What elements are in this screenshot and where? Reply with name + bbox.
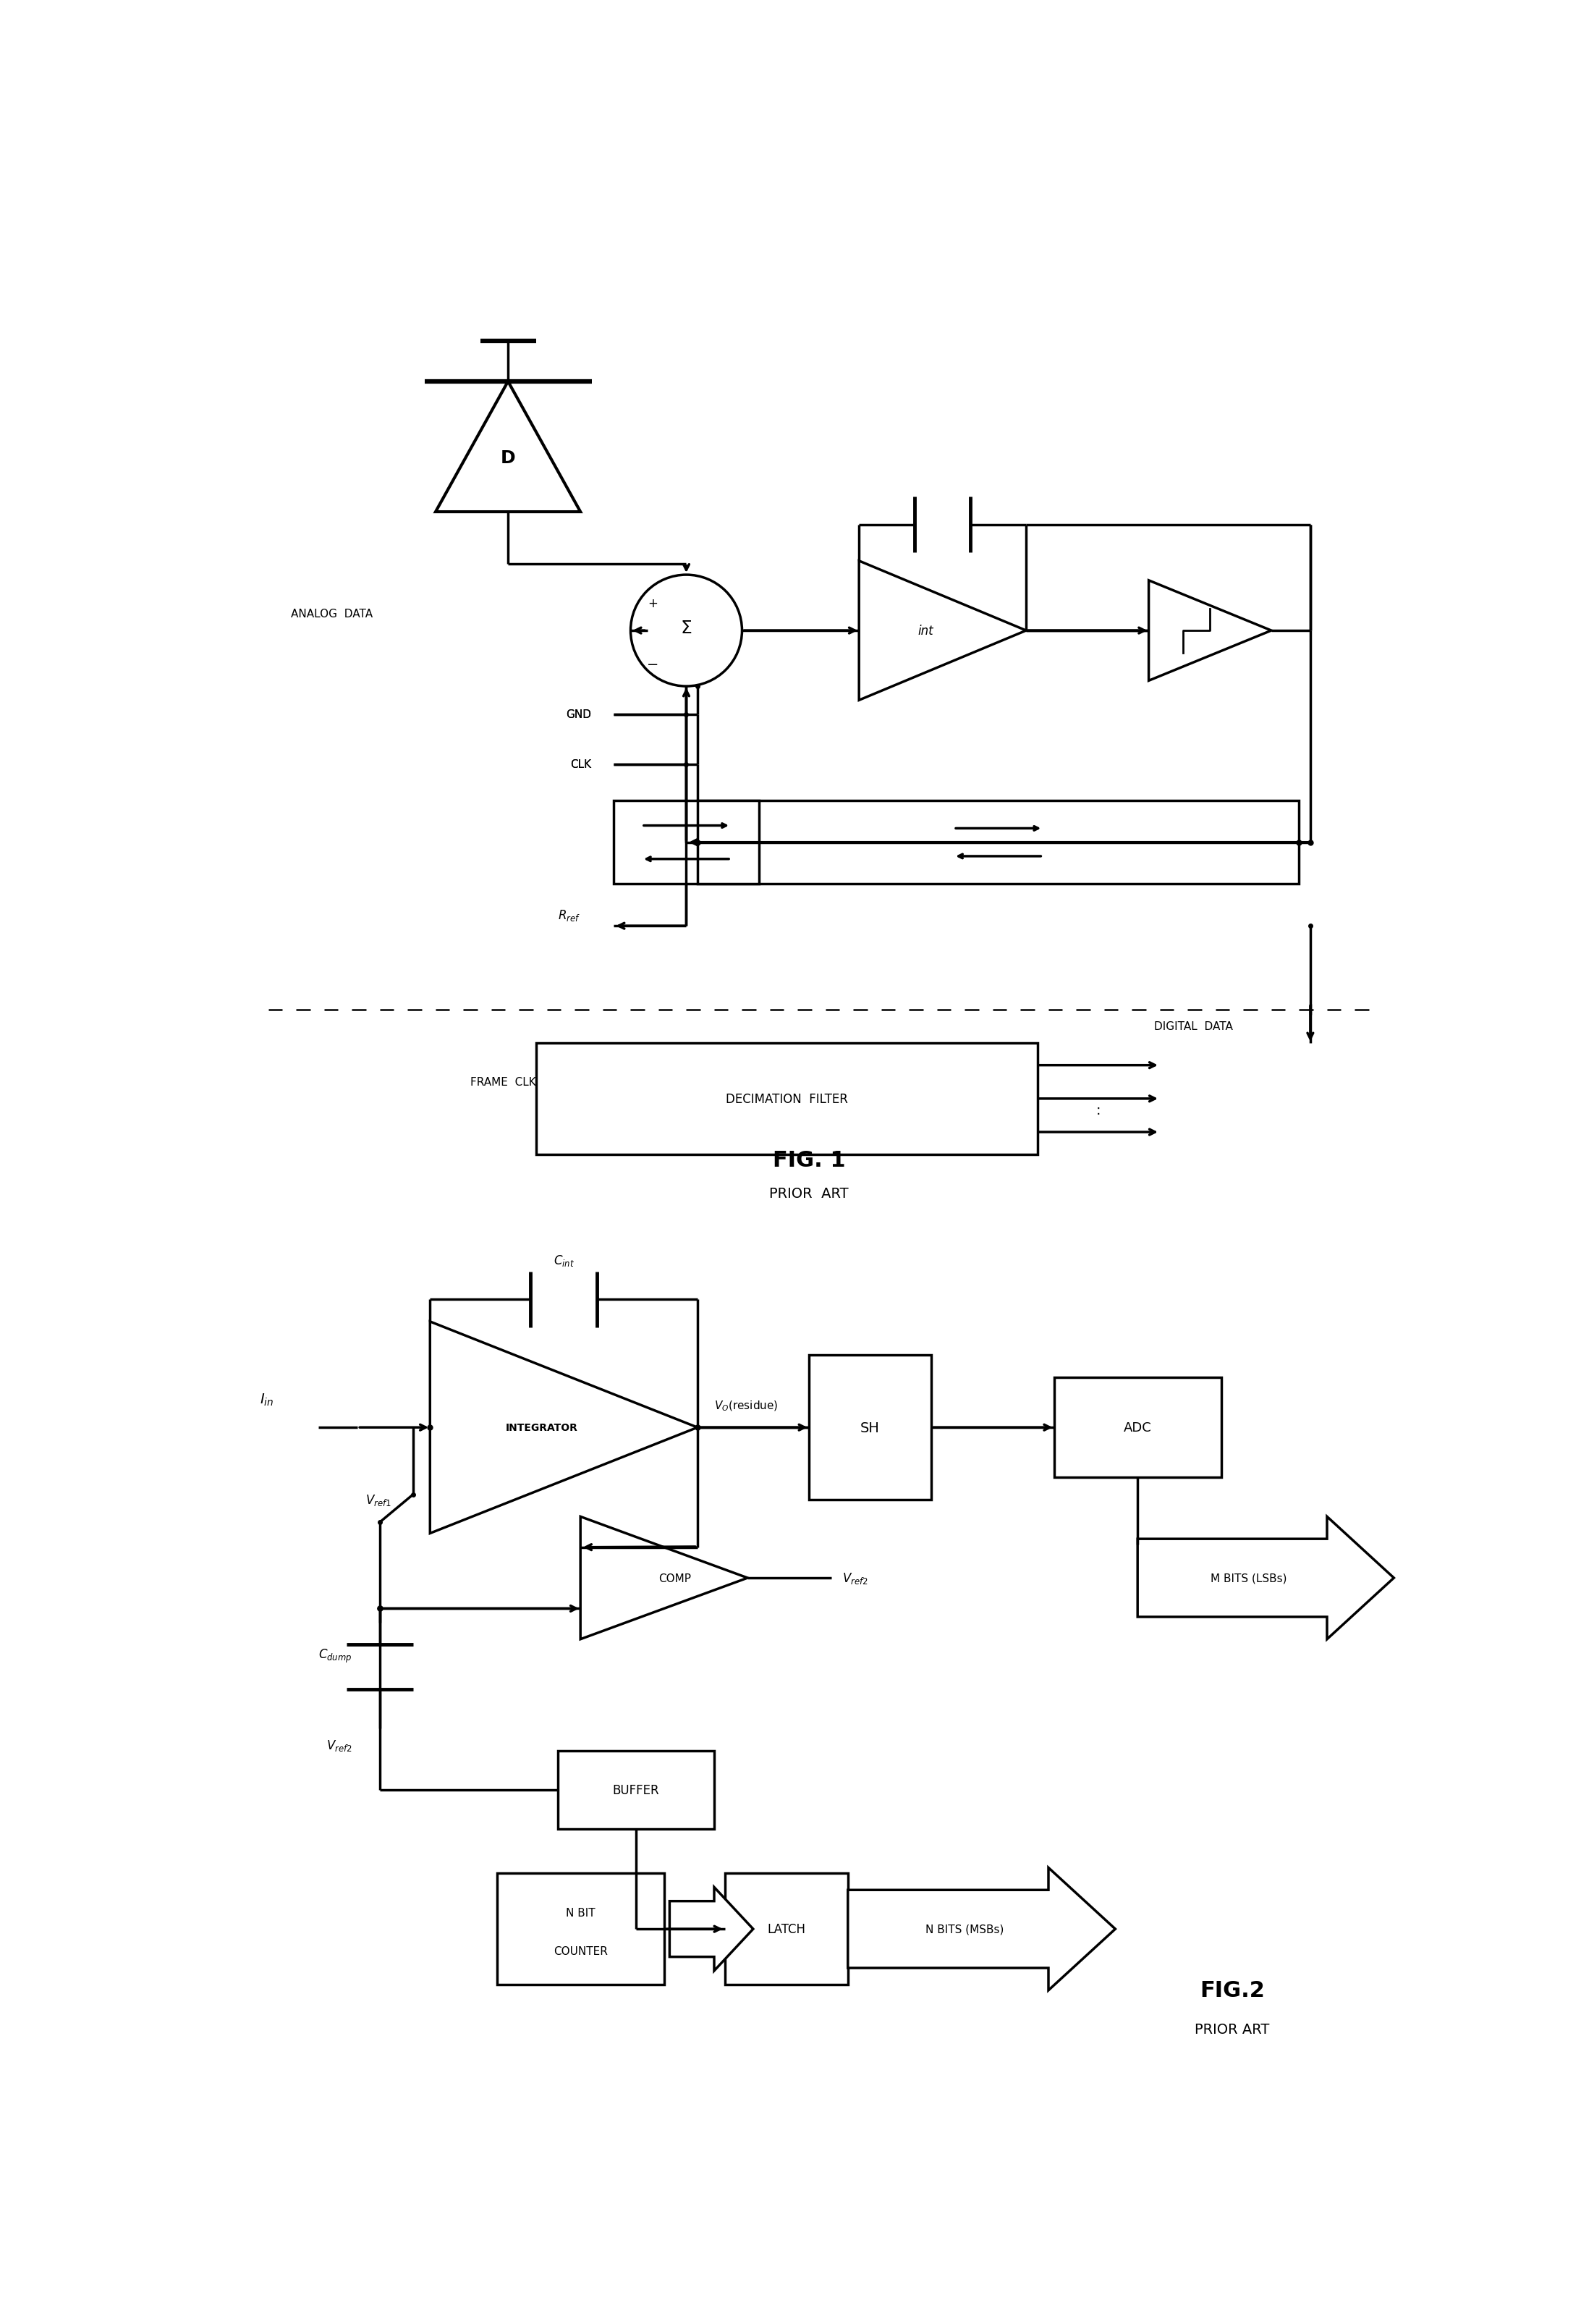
Text: $V_{ref2}$: $V_{ref2}$ xyxy=(326,1738,353,1752)
Text: FIG. 1: FIG. 1 xyxy=(773,1150,846,1171)
Bar xyxy=(809,1355,931,1499)
Text: SH: SH xyxy=(860,1420,881,1434)
Text: PRIOR ART: PRIOR ART xyxy=(1195,2022,1270,2036)
Text: int: int xyxy=(919,625,934,637)
Polygon shape xyxy=(670,1887,753,1971)
Text: COMP: COMP xyxy=(659,1573,691,1583)
Text: $I_{in}$: $I_{in}$ xyxy=(259,1392,274,1408)
Polygon shape xyxy=(847,1868,1115,1989)
Text: −: − xyxy=(647,658,659,672)
Text: $V_{ref2}$: $V_{ref2}$ xyxy=(843,1571,868,1585)
Text: ADC: ADC xyxy=(1124,1422,1151,1434)
Text: M BITS (LSBs): M BITS (LSBs) xyxy=(1211,1573,1287,1583)
Polygon shape xyxy=(430,1322,697,1534)
Text: DIGITAL  DATA: DIGITAL DATA xyxy=(1154,1020,1233,1032)
Text: FRAME  CLK: FRAME CLK xyxy=(470,1076,536,1088)
Bar xyxy=(536,1043,1037,1155)
Text: $\Sigma$: $\Sigma$ xyxy=(680,621,692,637)
Text: D: D xyxy=(501,449,515,467)
Bar xyxy=(1055,1378,1221,1478)
Text: $V_O$(residue): $V_O$(residue) xyxy=(715,1399,778,1413)
Text: $C_{dump}$: $C_{dump}$ xyxy=(318,1648,353,1664)
Text: :: : xyxy=(1096,1104,1100,1118)
Polygon shape xyxy=(1138,1518,1394,1638)
Text: GND: GND xyxy=(566,709,591,720)
Text: $C_{int}$: $C_{int}$ xyxy=(553,1253,574,1269)
Text: N BIT: N BIT xyxy=(566,1908,594,1917)
Polygon shape xyxy=(858,562,1026,700)
Text: INTEGRATOR: INTEGRATOR xyxy=(506,1422,577,1432)
Text: +: + xyxy=(648,597,658,609)
Bar xyxy=(496,1873,664,1985)
Text: FIG.2: FIG.2 xyxy=(1200,1980,1265,2001)
Polygon shape xyxy=(1149,581,1271,681)
Text: $V_{ref1}$: $V_{ref1}$ xyxy=(365,1492,391,1508)
Text: CLK: CLK xyxy=(571,760,591,769)
Polygon shape xyxy=(580,1518,748,1638)
Text: CLK: CLK xyxy=(571,760,591,769)
Text: BUFFER: BUFFER xyxy=(613,1783,659,1796)
Text: ANALOG  DATA: ANALOG DATA xyxy=(291,609,373,621)
Text: $R_{ref}$: $R_{ref}$ xyxy=(558,909,580,923)
Polygon shape xyxy=(436,381,580,511)
Bar xyxy=(697,802,1300,885)
Bar xyxy=(613,802,759,885)
Text: GND: GND xyxy=(566,709,591,720)
Circle shape xyxy=(631,576,741,686)
Text: COUNTER: COUNTER xyxy=(553,1945,607,1957)
Bar xyxy=(726,1873,847,1985)
Text: DECIMATION  FILTER: DECIMATION FILTER xyxy=(726,1092,847,1106)
Bar xyxy=(558,1750,715,1829)
Text: LATCH: LATCH xyxy=(767,1922,806,1936)
Text: N BITS (MSBs): N BITS (MSBs) xyxy=(925,1924,1004,1934)
Text: PRIOR  ART: PRIOR ART xyxy=(770,1188,849,1202)
